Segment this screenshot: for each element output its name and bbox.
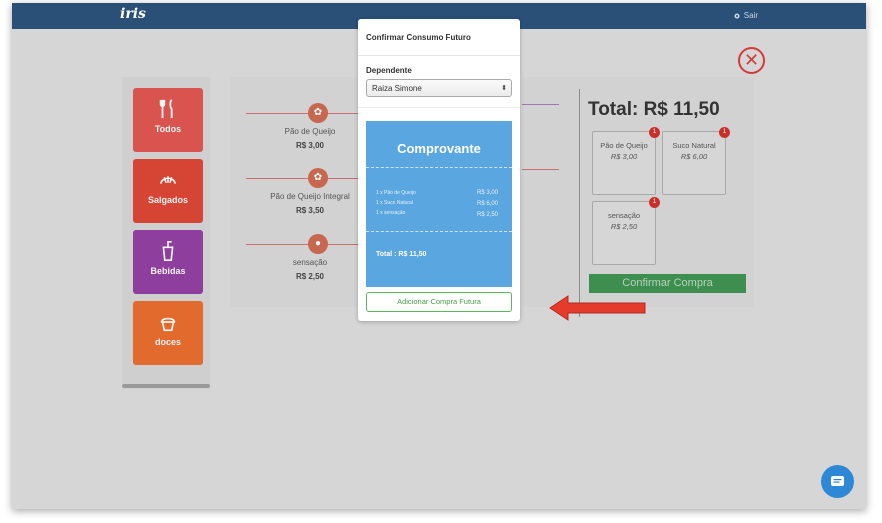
fork-knife-icon — [159, 99, 173, 119]
receipt-line-price: R$ 3,00 — [476, 190, 498, 196]
category-bebidas[interactable]: Bebidas — [133, 230, 203, 294]
close-icon[interactable]: ✕ — [738, 47, 765, 74]
divider — [358, 107, 520, 108]
product-name: Pão de Queijo — [284, 127, 336, 136]
receipt-line-price: R$ 2,50 — [476, 212, 498, 218]
product-item[interactable]: ✿ Pão de Queijo R$ 3,00 — [230, 95, 390, 155]
cart-total: Total: R$ 11,50 — [588, 99, 720, 120]
add-future-purchase-button[interactable]: Adicionar Compra Futura — [366, 292, 512, 312]
product-name: Pão de Queijo Integral — [270, 192, 350, 201]
divider — [366, 231, 512, 232]
cupcake-icon: ● — [308, 234, 328, 254]
receipt: Comprovante 1 x Pão de Queijo R$ 3,00 1 … — [366, 121, 512, 287]
divider — [366, 167, 512, 168]
receipt-title: Comprovante — [397, 141, 481, 156]
receipt-line: 1 x Pão de Queijo — [376, 190, 416, 196]
quantity-badge: 1 — [719, 127, 730, 138]
cart-item-price: R$ 3,00 — [610, 152, 638, 161]
confirm-purchase-button[interactable]: Confirmar Compra — [589, 274, 746, 293]
confirm-future-consumption-modal: Confirmar Consumo Futuro Dependente Raiz… — [358, 19, 520, 321]
dependent-select[interactable]: Raiza Simone ⬍ — [366, 79, 512, 97]
arrow-left-icon — [549, 295, 646, 321]
dependent-label: Dependente — [366, 66, 412, 75]
croissant-icon: ✿ — [308, 168, 328, 188]
divider — [522, 104, 559, 105]
divider — [358, 55, 520, 56]
croissant-icon — [159, 176, 177, 184]
select-arrows-icon: ⬍ — [501, 85, 507, 92]
chat-icon — [831, 476, 844, 486]
cart-item-name: Suco Natural — [672, 141, 716, 150]
quantity-badge: 1 — [649, 127, 660, 138]
category-label: Bebidas — [150, 266, 186, 276]
receipt-line: 1 x sensação — [376, 210, 406, 216]
category-salgados[interactable]: Salgados — [133, 159, 203, 223]
category-label: doces — [154, 337, 181, 347]
cart-item-name: Pão de Queijo — [600, 141, 648, 150]
app-window: iris Sair ✕ Todos Salgados Bebidas doces… — [12, 3, 866, 509]
receipt-total: Total : R$ 11,50 — [376, 251, 427, 258]
croissant-icon: ✿ — [308, 103, 328, 123]
product-price: R$ 3,50 — [295, 206, 325, 215]
cart-item[interactable]: 1 Pão de Queijo R$ 3,00 — [592, 127, 660, 195]
modal-title: Confirmar Consumo Futuro — [366, 33, 471, 42]
product-price: R$ 3,00 — [295, 141, 325, 150]
divider — [522, 169, 559, 170]
logo: iris — [120, 6, 146, 22]
logout-label: Sair — [743, 11, 758, 20]
quantity-badge: 1 — [649, 197, 660, 208]
cart-item-name: sensação — [607, 211, 641, 220]
cart-item[interactable]: 1 sensação R$ 2,50 — [592, 197, 660, 265]
dependent-value: Raiza Simone — [372, 84, 422, 93]
category-todos[interactable]: Todos — [133, 88, 203, 152]
cart-divider — [579, 89, 580, 317]
cart-item-price: R$ 2,50 — [610, 222, 638, 231]
category-label: Salgados — [147, 195, 188, 205]
category-scrollbar[interactable] — [122, 384, 210, 388]
gear-icon — [734, 12, 740, 19]
product-item[interactable]: ● sensação R$ 2,50 — [230, 226, 390, 286]
product-name: sensação — [292, 258, 328, 267]
product-item[interactable]: ✿ Pão de Queijo Integral R$ 3,50 — [230, 160, 390, 220]
category-doces[interactable]: doces — [133, 301, 203, 365]
product-price: R$ 2,50 — [295, 272, 325, 281]
category-label: Todos — [154, 124, 182, 134]
cart-item-price: R$ 6,00 — [680, 152, 708, 161]
chat-button[interactable] — [821, 465, 854, 498]
cupcake-icon — [160, 317, 176, 332]
drink-cup-icon — [162, 241, 174, 261]
receipt-line-price: R$ 6,00 — [476, 201, 498, 207]
receipt-line: 1 x Suco Natural — [376, 200, 413, 206]
cart-item[interactable]: 1 Suco Natural R$ 6,00 — [662, 127, 730, 195]
logout-button[interactable]: Sair — [733, 11, 758, 20]
